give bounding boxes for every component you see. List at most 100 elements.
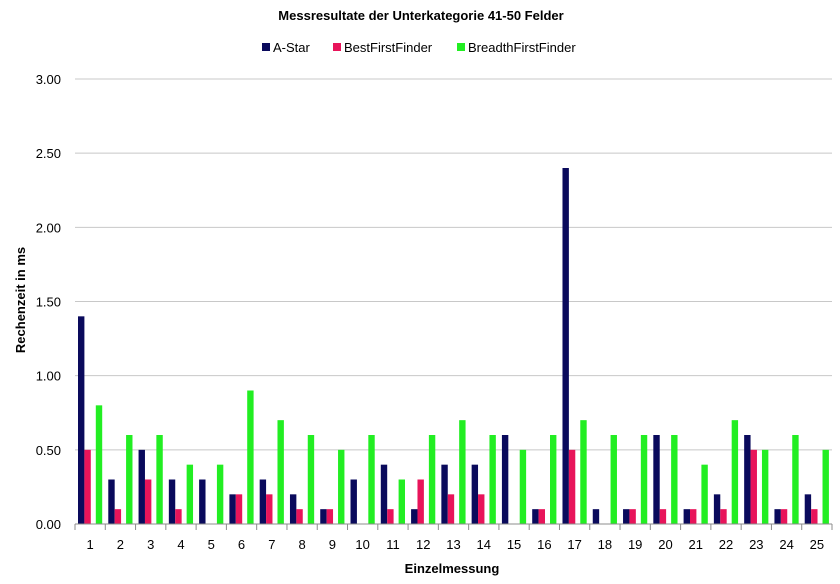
bar-a-star-11 [380,464,388,524]
x-tick-label: 8 [298,537,305,552]
bar-a-star-1 [78,316,85,524]
bar-a-star-16 [532,509,539,524]
bar-breadthfirstfinder-18 [610,435,617,524]
bar-bestfirstfinder-24 [780,509,788,524]
bar-bestfirstfinder-22 [720,509,727,524]
x-tick-label: 14 [477,537,491,552]
bar-a-star-3 [138,449,145,524]
bar-breadthfirstfinder-20 [671,435,678,524]
bar-breadthfirstfinder-25 [822,449,829,524]
bar-bestfirstfinder-11 [387,509,394,524]
bar-bestfirstfinder-6 [235,494,243,524]
x-tick-label: 9 [329,537,336,552]
bar-breadthfirstfinder-7 [277,420,284,524]
bar-a-star-19 [623,509,630,524]
legend: A-Star BestFirstFinder BreadthFirstFinder [262,40,576,55]
y-tick-label: 0.00 [36,517,61,532]
bar-a-star-14 [471,464,479,524]
bar-a-star-21 [683,509,690,524]
y-axis-ticks: 0.00 0.50 1.00 1.50 2.00 2.50 3.00 [36,72,61,532]
bar-bestfirstfinder-12 [417,479,424,524]
bar-breadthfirstfinder-12 [428,435,436,524]
bar-bestfirstfinder-4 [175,509,182,524]
x-tick-label: 25 [810,537,824,552]
bar-a-star-23 [744,435,751,524]
bar-breadthfirstfinder-2 [126,435,133,524]
legend-swatch-a-star [262,43,270,51]
bar-bestfirstfinder-20 [659,509,667,524]
y-tick-label: 0.50 [36,443,61,458]
x-tick-label: 7 [268,537,275,552]
bar-a-star-6 [229,494,236,524]
x-tick-label: 13 [446,537,460,552]
bar-breadthfirstfinder-17 [580,420,587,524]
bar-breadthfirstfinder-22 [731,420,739,524]
x-axis-label: Einzelmessung [405,561,500,576]
bar-bestfirstfinder-8 [296,509,303,524]
bar-a-star-8 [289,494,297,524]
bar-breadthfirstfinder-13 [459,420,466,524]
bar-a-star-2 [108,479,115,524]
bar-bestfirstfinder-14 [478,494,485,524]
x-axis-ticks: 1 2 3 4 5 6 7 8 9 10 11 12 13 14 15 16 17 18 19 20 21 22 23 24 2… [74,524,833,552]
bar-bestfirstfinder-2 [114,509,122,524]
bar-breadthfirstfinder-21 [701,464,708,524]
legend-label-bestfirstfinder: BestFirstFinder [344,40,433,55]
bar-a-star-18 [592,509,600,524]
bar-breadthfirstfinder-11 [398,479,405,524]
bar-bestfirstfinder-21 [690,509,697,524]
legend-swatch-breadthfirstfinder [457,43,465,51]
bar-bestfirstfinder-17 [568,449,576,524]
x-tick-label: 11 [386,537,400,552]
x-tick-label: 15 [507,537,521,552]
x-tick-label: 18 [598,537,612,552]
legend-label-breadthfirstfinder: BreadthFirstFinder [468,40,576,55]
bar-breadthfirstfinder-8 [307,435,315,524]
bar-bestfirstfinder-9 [326,509,334,524]
bar-a-star-9 [320,509,327,524]
bar-a-star-4 [168,479,176,524]
bar-a-star-17 [562,168,569,524]
bar-breadthfirstfinder-6 [247,390,254,524]
y-tick-label: 2.00 [36,220,61,235]
bar-breadthfirstfinder-14 [489,435,496,524]
legend-swatch-bestfirstfinder [333,43,341,51]
bar-a-star-12 [411,509,418,524]
y-tick-label: 1.00 [36,369,61,384]
bar-a-star-13 [441,464,448,524]
x-tick-label: 19 [628,537,642,552]
bar-breadthfirstfinder-4 [186,464,194,524]
bar-bestfirstfinder-23 [750,449,757,524]
bar-bestfirstfinder-25 [811,509,818,524]
x-tick-label: 5 [208,537,215,552]
x-tick-label: 24 [779,537,793,552]
bar-breadthfirstfinder-24 [792,435,799,524]
gridlines [75,78,832,451]
x-tick-label: 22 [719,537,733,552]
bar-breadthfirstfinder-10 [368,435,375,524]
y-axis-label: Rechenzeit in ms [13,247,28,353]
bar-bestfirstfinder-19 [629,509,636,524]
chart-title: Messresultate der Unterkategorie 41-50 F… [278,8,563,23]
x-tick-label: 4 [177,537,184,552]
bar-a-star-10 [350,479,357,524]
bar-bestfirstfinder-7 [266,494,273,524]
bar-breadthfirstfinder-9 [338,449,345,524]
x-tick-label: 17 [567,537,581,552]
bar-a-star-5 [199,479,206,524]
x-tick-label: 10 [355,537,369,552]
bar-a-star-20 [653,435,660,524]
bar-bestfirstfinder-1 [84,449,91,524]
y-tick-label: 3.00 [36,72,61,87]
bar-a-star-24 [774,509,781,524]
x-tick-label: 20 [658,537,672,552]
bar-bestfirstfinder-16 [538,509,545,524]
legend-label-a-star: A-Star [273,40,311,55]
bars [78,168,829,524]
x-tick-label: 16 [537,537,551,552]
bar-breadthfirstfinder-15 [519,449,527,524]
bar-breadthfirstfinder-16 [550,435,557,524]
y-tick-label: 2.50 [36,146,61,161]
bar-breadthfirstfinder-1 [95,405,103,524]
